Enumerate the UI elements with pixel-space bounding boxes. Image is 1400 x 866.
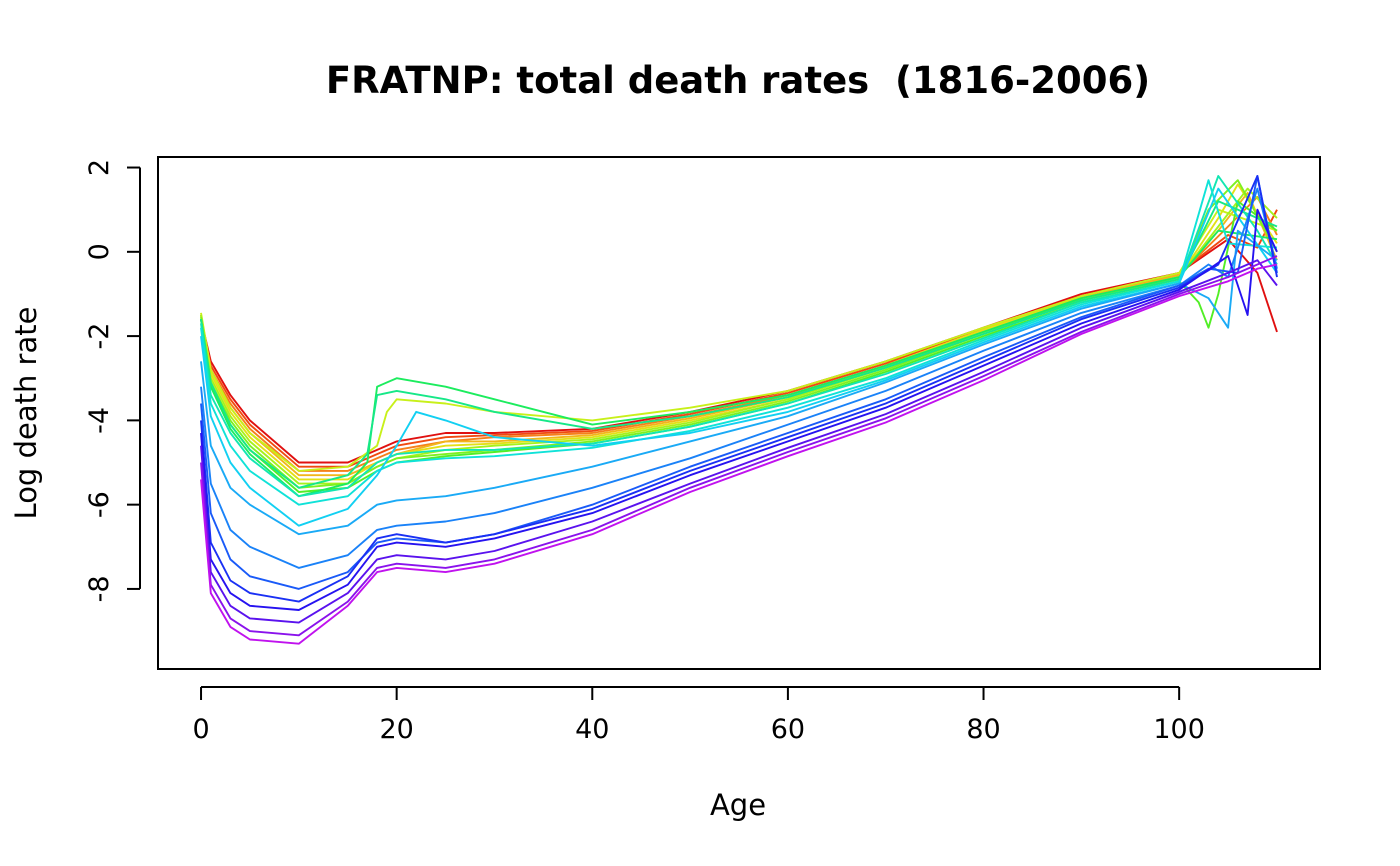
x-axis-label: Age [710, 788, 766, 822]
series-line-1944 [200, 187, 1278, 527]
series-line-1960 [200, 187, 1278, 569]
y-tick-label--6: -6 [84, 491, 115, 518]
series-line-1871 [200, 208, 1278, 472]
y-axis-label: Log death rate [9, 307, 43, 520]
x-tick-label-100: 100 [1153, 714, 1205, 745]
series-line-1980 [200, 175, 1278, 603]
series-line-1994 [200, 259, 1278, 624]
series-line-1855 [200, 191, 1278, 477]
series-line-1918 [200, 200, 1278, 489]
y-ticks: -8 -6 -4 -2 0 2 [84, 159, 140, 602]
y-tick-label--8: -8 [84, 575, 115, 602]
y-axis: -8 -6 -4 -2 0 2 [84, 159, 141, 602]
series-line-1845 [200, 196, 1278, 472]
chart-title: FRATNP: total death rates (1816-2006) [326, 59, 1150, 102]
y-tick-label-0: 0 [84, 243, 115, 260]
y-tick-label--4: -4 [84, 407, 115, 434]
series-line-1900 [200, 200, 1278, 493]
series-line-1880 [200, 187, 1278, 485]
series-line-1935 [200, 179, 1278, 506]
series-line-2006 [200, 263, 1278, 645]
x-tick-label-40: 40 [575, 714, 609, 745]
series-line-2000 [200, 255, 1278, 637]
series-line-1865 [200, 183, 1278, 481]
x-tick-label-0: 0 [192, 714, 209, 745]
y-tick-label--2: -2 [84, 323, 115, 350]
x-ticks: 0 20 40 60 80 100 [192, 687, 1205, 745]
x-tick-label-80: 80 [966, 714, 1000, 745]
y-tick-label-2: 2 [84, 159, 115, 176]
series-line-1970 [200, 175, 1278, 590]
series-line-1988 [200, 208, 1278, 611]
x-tick-label-60: 60 [771, 714, 805, 745]
series-layer [200, 175, 1278, 645]
series-line-1914 [200, 229, 1278, 498]
series-line-1950 [200, 229, 1278, 536]
x-axis: 0 20 40 60 80 100 [192, 686, 1205, 745]
series-line-1925 [200, 175, 1278, 498]
plot-frame [157, 156, 1321, 670]
x-tick-label-20: 20 [379, 714, 413, 745]
